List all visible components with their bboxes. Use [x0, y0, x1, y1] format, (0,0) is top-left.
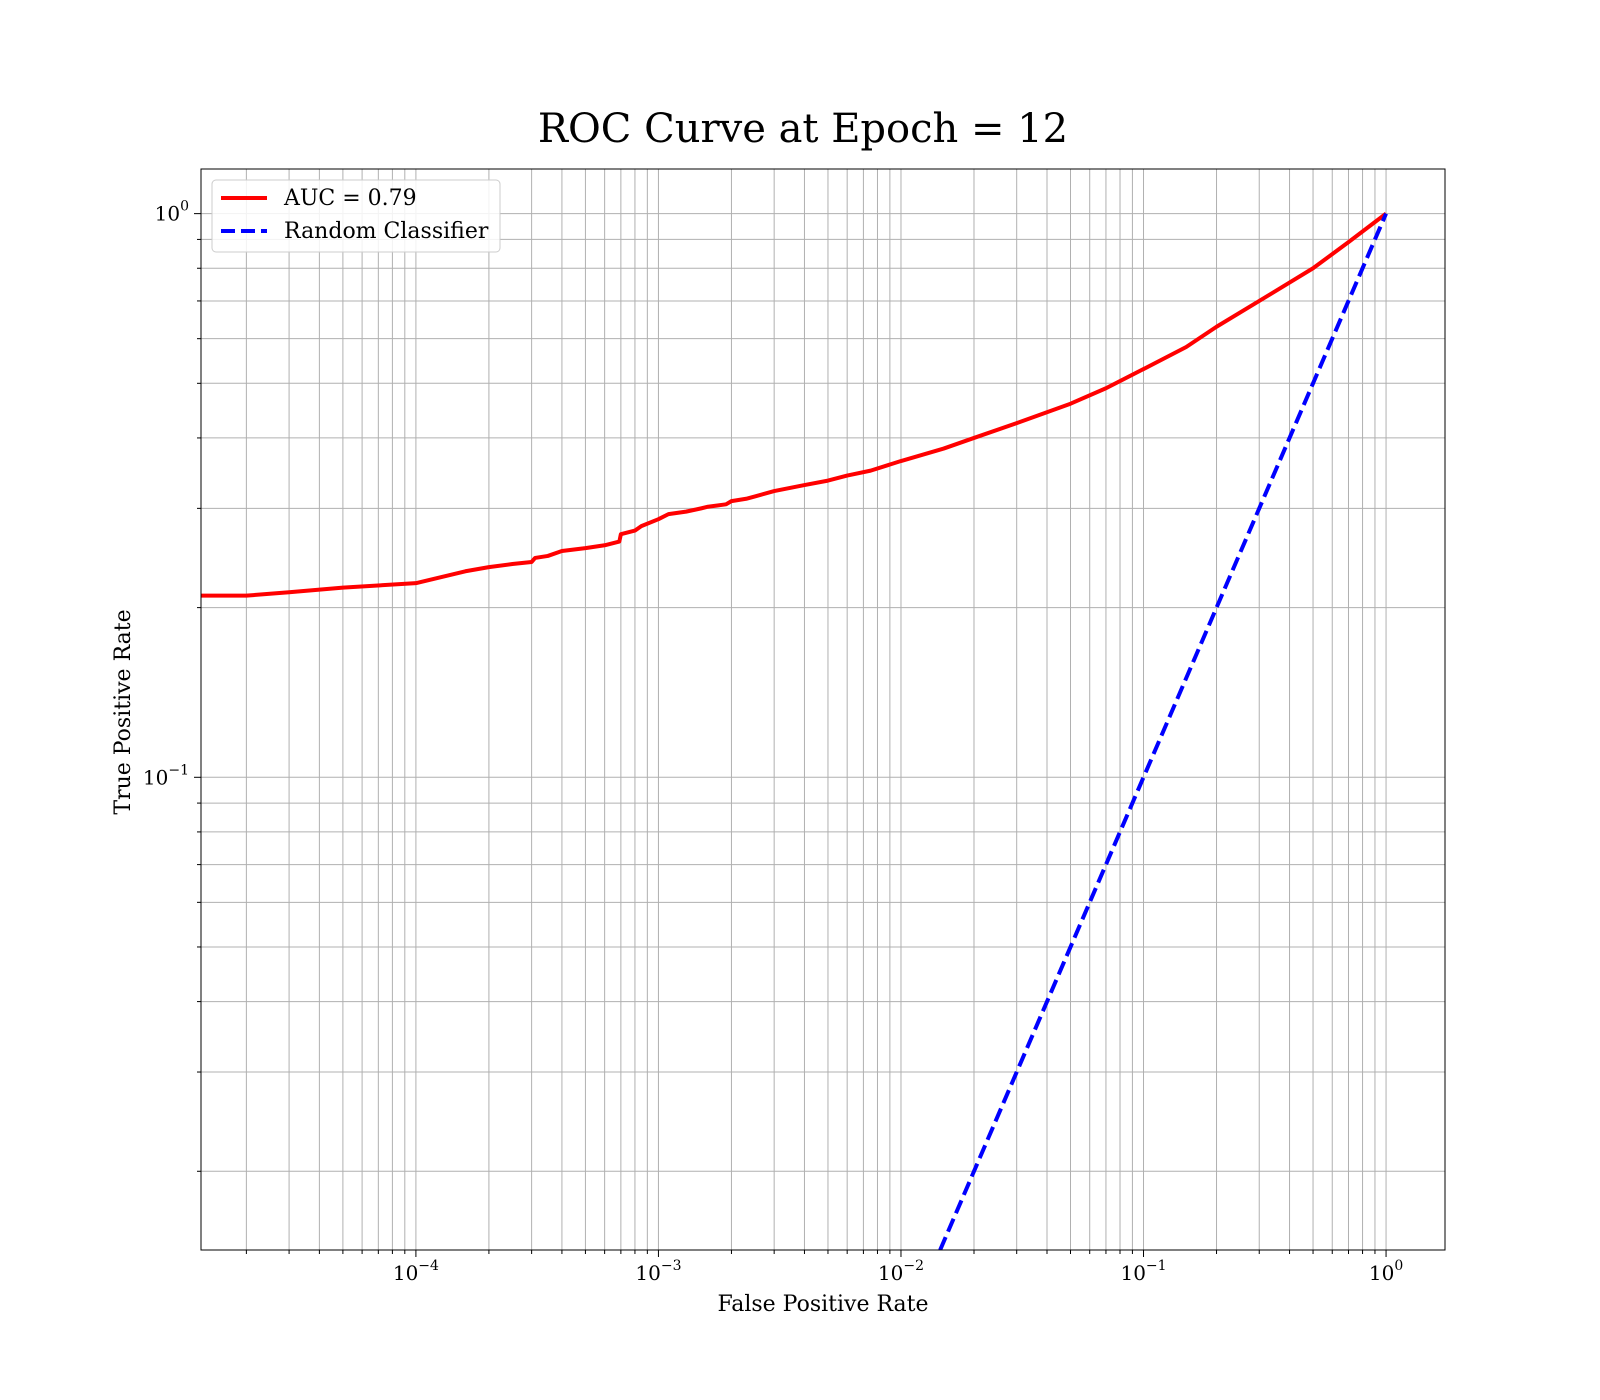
x-tick-label: 10−2 — [878, 1258, 924, 1285]
legend-label-random: Random Classifier — [284, 219, 489, 244]
x-tick-exponent: −4 — [418, 1258, 439, 1274]
x-tick-exponent: −3 — [661, 1258, 682, 1274]
y-tick-exponent: 0 — [180, 199, 189, 215]
grid — [201, 169, 1445, 1250]
chart-title: ROC Curve at Epoch = 12 — [538, 106, 1068, 152]
plot-frame — [200, 168, 1446, 1251]
y-tick-exponent: −1 — [168, 762, 189, 778]
random-classifier-line — [938, 212, 1388, 1250]
y-tick-label: 10−1 — [143, 762, 189, 789]
legend-box — [211, 179, 501, 253]
x-tick-exponent: 0 — [1394, 1258, 1403, 1274]
x-axis-label: False Positive Rate — [717, 1292, 928, 1317]
x-tick-label: 10−3 — [635, 1258, 681, 1285]
x-tick-label: 10−4 — [393, 1258, 439, 1285]
legend-label-auc: AUC = 0.79 — [283, 186, 417, 211]
series-layer — [201, 212, 1388, 1250]
y-axis-label: True Positive Rate — [111, 609, 136, 814]
x-tick-label: 10−1 — [1120, 1258, 1166, 1285]
x-tick-exponent: −1 — [1146, 1258, 1167, 1274]
roc-curve-line — [201, 212, 1388, 598]
legend: AUC = 0.79 Random Classifier — [211, 179, 501, 253]
x-tick-exponent: −2 — [903, 1258, 924, 1274]
